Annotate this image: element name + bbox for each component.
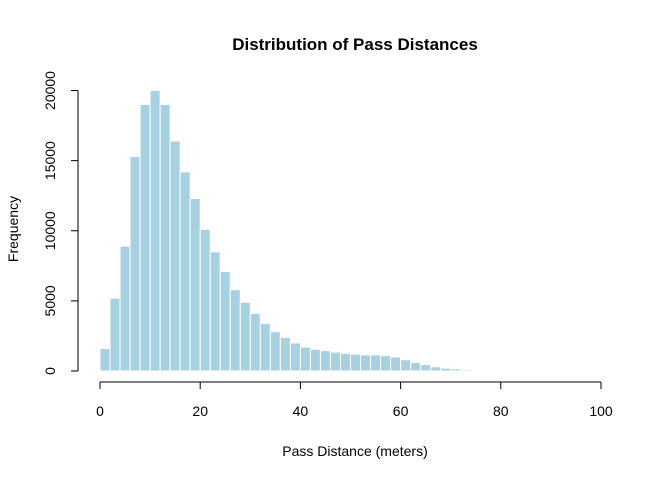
histogram-bar [189, 197, 201, 372]
histogram-bar [420, 364, 432, 372]
histogram-bar [99, 348, 111, 372]
histogram-bar [370, 354, 382, 372]
histogram-bar [269, 331, 281, 372]
y-tick-label: 20000 [42, 71, 58, 110]
histogram-bar [460, 369, 472, 372]
histogram-bar [109, 297, 121, 372]
x-tick-label: 20 [192, 403, 208, 419]
x-tick-label: 80 [493, 403, 509, 419]
histogram-bar [119, 245, 131, 372]
histogram-bar [339, 352, 352, 372]
histogram-bar [350, 353, 362, 372]
histogram-bar [219, 270, 231, 372]
histogram-bar [179, 171, 191, 372]
histogram-bar [139, 104, 151, 372]
histogram-bar [129, 155, 141, 372]
y-tick-label: 5000 [42, 285, 58, 316]
x-axis: 0 20 40 60 80 100 [96, 381, 613, 419]
histogram-bar [450, 368, 462, 372]
y-tick-label: 15000 [42, 141, 58, 180]
x-tick-label: 0 [96, 403, 104, 419]
histogram-bar [299, 346, 311, 372]
histogram-bar [229, 289, 241, 372]
histogram-bar [319, 350, 331, 372]
histogram-bar [309, 348, 321, 372]
histogram-bar [400, 359, 412, 372]
histogram-bar [279, 336, 291, 372]
histogram-bar [149, 90, 161, 372]
histogram-bar [430, 366, 442, 372]
histogram-bar [169, 140, 181, 372]
y-tick-label: 10000 [42, 211, 58, 250]
histogram-bar [360, 354, 372, 372]
histogram-bar [199, 228, 211, 372]
histogram-bar [249, 313, 261, 372]
y-axis-label: Frequency [5, 196, 21, 262]
x-tick-label: 40 [293, 403, 309, 419]
histogram-bar [380, 355, 392, 372]
histogram-bar [259, 322, 271, 372]
histogram-bar [329, 351, 341, 372]
x-tick-label: 100 [589, 403, 613, 419]
y-axis: 0 5000 10000 15000 20000 [42, 71, 79, 375]
y-tick-label: 0 [42, 367, 58, 375]
histogram-bar [390, 356, 402, 372]
histogram-bar [159, 104, 171, 372]
histogram-bar [470, 369, 482, 372]
chart-title: Distribution of Pass Distances [232, 35, 478, 54]
histogram-bar [239, 301, 251, 372]
histogram-bar [289, 342, 301, 372]
x-tick-label: 60 [393, 403, 409, 419]
histogram-bar [209, 251, 221, 372]
x-axis-label: Pass Distance (meters) [282, 443, 427, 459]
histogram-bar [440, 367, 452, 372]
bars-group [99, 90, 502, 372]
histogram-bar [410, 362, 422, 372]
